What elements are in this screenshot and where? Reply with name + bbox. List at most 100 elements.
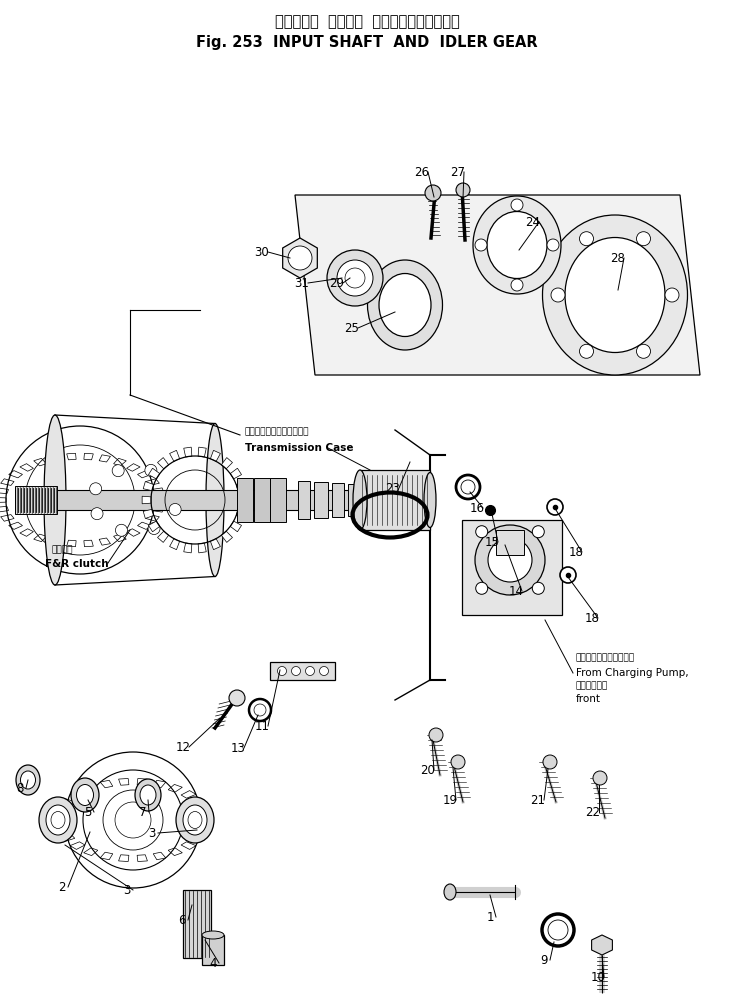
Circle shape	[456, 183, 470, 197]
Ellipse shape	[202, 931, 224, 939]
Ellipse shape	[206, 424, 224, 576]
Polygon shape	[20, 464, 33, 472]
Circle shape	[475, 239, 487, 251]
Polygon shape	[54, 827, 68, 832]
Circle shape	[306, 667, 315, 676]
Polygon shape	[60, 834, 75, 841]
Polygon shape	[148, 469, 159, 479]
Ellipse shape	[46, 805, 70, 835]
Ellipse shape	[444, 884, 456, 900]
Ellipse shape	[565, 237, 665, 353]
Text: 29: 29	[329, 276, 345, 289]
Circle shape	[579, 231, 593, 245]
Polygon shape	[198, 827, 212, 832]
Circle shape	[488, 538, 532, 582]
Polygon shape	[84, 540, 93, 546]
Circle shape	[547, 239, 559, 251]
Ellipse shape	[71, 778, 99, 812]
Text: フロントより: フロントより	[576, 682, 609, 691]
Ellipse shape	[44, 415, 66, 585]
Circle shape	[288, 246, 312, 270]
Polygon shape	[0, 488, 9, 494]
Circle shape	[593, 771, 607, 785]
Polygon shape	[157, 458, 168, 469]
Polygon shape	[191, 834, 206, 841]
Polygon shape	[137, 522, 151, 529]
Polygon shape	[151, 506, 164, 512]
Ellipse shape	[16, 765, 40, 795]
Polygon shape	[118, 854, 129, 861]
Polygon shape	[154, 498, 165, 502]
Polygon shape	[0, 498, 6, 502]
Text: インプット  シャフト  およびアイドラギヤー: インプット シャフト およびアイドラギヤー	[275, 15, 459, 30]
Text: 11: 11	[254, 720, 270, 733]
Polygon shape	[67, 540, 76, 546]
Ellipse shape	[473, 196, 561, 294]
Bar	[314, 482, 328, 518]
Polygon shape	[184, 543, 192, 553]
Circle shape	[169, 503, 181, 515]
Circle shape	[429, 728, 443, 742]
Polygon shape	[157, 531, 168, 542]
Bar	[202, 935, 224, 965]
Text: 9: 9	[540, 953, 548, 966]
Polygon shape	[170, 538, 179, 549]
Text: 4: 4	[209, 956, 217, 969]
Text: 10: 10	[590, 970, 606, 983]
Text: 25: 25	[345, 321, 359, 335]
Circle shape	[532, 525, 545, 537]
Polygon shape	[236, 509, 247, 518]
Text: 13: 13	[231, 742, 245, 755]
Text: 22: 22	[586, 806, 600, 819]
Text: 26: 26	[415, 166, 429, 178]
Polygon shape	[146, 514, 159, 521]
Polygon shape	[49, 455, 61, 462]
Text: Transmission Case: Transmission Case	[245, 443, 354, 453]
Text: クラッチ: クラッチ	[52, 545, 74, 554]
Polygon shape	[67, 454, 76, 460]
Text: 8: 8	[16, 782, 24, 795]
Bar	[270, 662, 335, 680]
Text: 24: 24	[526, 215, 540, 228]
Circle shape	[229, 690, 245, 706]
Polygon shape	[53, 818, 65, 823]
Circle shape	[665, 288, 679, 302]
Polygon shape	[9, 471, 23, 478]
Bar	[15, 486, 57, 514]
Circle shape	[579, 344, 593, 358]
Polygon shape	[181, 841, 196, 849]
Polygon shape	[99, 455, 110, 462]
Circle shape	[511, 279, 523, 291]
Text: 14: 14	[509, 584, 523, 597]
Polygon shape	[198, 543, 207, 553]
Circle shape	[551, 288, 565, 302]
Polygon shape	[151, 488, 164, 494]
Text: 20: 20	[420, 764, 435, 777]
Circle shape	[145, 465, 157, 477]
Polygon shape	[114, 534, 126, 541]
Polygon shape	[153, 781, 166, 788]
Text: 16: 16	[470, 501, 484, 514]
Circle shape	[278, 667, 287, 676]
Text: 3: 3	[123, 883, 131, 896]
Ellipse shape	[424, 473, 436, 527]
Text: 12: 12	[176, 741, 190, 754]
Text: 19: 19	[442, 794, 457, 807]
Polygon shape	[283, 238, 318, 278]
Circle shape	[637, 344, 650, 358]
Circle shape	[112, 465, 124, 477]
Polygon shape	[126, 464, 140, 472]
Polygon shape	[153, 852, 166, 859]
Text: 30: 30	[254, 245, 269, 258]
Polygon shape	[84, 847, 98, 855]
Polygon shape	[201, 818, 213, 823]
Text: 27: 27	[451, 166, 465, 178]
Circle shape	[547, 499, 563, 515]
Text: F&R clutch: F&R clutch	[45, 559, 109, 569]
Polygon shape	[118, 779, 129, 786]
Bar	[55, 490, 425, 510]
Polygon shape	[168, 785, 182, 793]
Ellipse shape	[39, 797, 77, 843]
Polygon shape	[137, 471, 151, 478]
Polygon shape	[1, 514, 14, 521]
